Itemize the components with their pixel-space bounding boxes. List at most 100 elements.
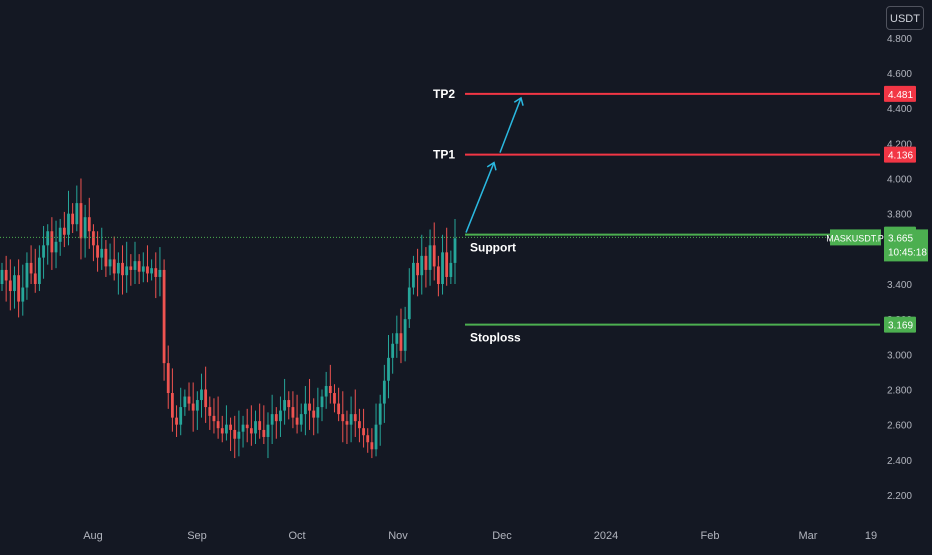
- candle-body: [208, 407, 212, 416]
- arrow-to-tp1: [465, 162, 495, 233]
- candle-body: [233, 429, 237, 439]
- candle-body: [374, 424, 378, 450]
- candle-body: [403, 319, 407, 351]
- levels: TP2 TP1 Support Stoploss: [0, 87, 880, 345]
- candle-body: [378, 403, 382, 425]
- candle-body: [92, 231, 95, 246]
- candle-body: [79, 203, 83, 239]
- candle-body: [291, 407, 295, 418]
- candle-body: [38, 257, 41, 284]
- level-label-stoploss: Stoploss: [470, 331, 521, 345]
- y-tick-label: 4.800: [887, 34, 912, 45]
- price-badge-tp2: [884, 85, 916, 102]
- last-price-text: 3.665: [888, 233, 913, 244]
- currency-unit-button[interactable]: USDT: [886, 6, 924, 30]
- candle-body: [387, 357, 390, 381]
- x-tick-label: Mar: [799, 530, 818, 542]
- candle-body: [303, 403, 307, 415]
- arrow-to-tp2-head: [513, 96, 524, 106]
- candle-body: [399, 333, 403, 351]
- y-tick-label: 2.400: [887, 456, 912, 467]
- y-tick-label: 2.600: [887, 421, 912, 432]
- candle-body: [75, 203, 79, 225]
- candle-body: [71, 213, 75, 225]
- candle-body: [116, 262, 120, 274]
- candle-body: [362, 428, 365, 436]
- candle-body: [328, 385, 332, 394]
- candle-body: [279, 410, 282, 422]
- candle-body: [0, 269, 4, 284]
- candle-body: [187, 396, 191, 404]
- candle-body: [229, 424, 232, 430]
- candle-body: [445, 252, 449, 277]
- candle-body: [96, 245, 99, 258]
- candle-body: [25, 262, 29, 288]
- price-badge-stoploss: [884, 316, 916, 333]
- candle-body: [42, 245, 45, 258]
- candle-body: [432, 245, 436, 267]
- candle-body: [150, 268, 154, 274]
- candle-body: [420, 255, 424, 276]
- candle-body: [254, 421, 257, 434]
- candle-body: [237, 431, 241, 439]
- price-badge-text: 3.169: [888, 321, 913, 332]
- x-tick-label: Oct: [288, 530, 305, 542]
- arrow-to-tp1-head: [486, 161, 497, 171]
- candle-body: [258, 421, 262, 430]
- candle-body: [349, 414, 353, 425]
- candle-body: [366, 435, 370, 443]
- candle-body: [316, 407, 320, 418]
- level-label-support: Support: [470, 241, 516, 255]
- candle-body: [133, 261, 137, 270]
- y-tick-label: 4.000: [887, 175, 912, 186]
- candle-body: [162, 269, 166, 364]
- x-tick-label: Nov: [388, 530, 408, 542]
- candle-body: [412, 262, 415, 288]
- candle-body: [262, 429, 266, 437]
- candle-body: [166, 363, 170, 394]
- last-price-badge: [884, 229, 928, 262]
- candle-body: [112, 259, 116, 274]
- candle-body: [33, 273, 37, 284]
- candle-body: [391, 343, 395, 358]
- candle-body: [8, 280, 12, 292]
- candle-body: [125, 266, 129, 276]
- candle-body: [324, 385, 328, 397]
- candle-body: [312, 410, 316, 418]
- candle-body: [299, 414, 303, 425]
- candle-body: [67, 213, 70, 235]
- candle-body: [308, 403, 311, 411]
- candle-body: [158, 269, 162, 277]
- candle-body: [395, 333, 399, 344]
- level-label-tp1: TP1: [433, 148, 455, 162]
- candle-body: [46, 231, 50, 246]
- candle-body: [100, 248, 104, 258]
- candle-body: [108, 259, 112, 267]
- countdown-text: 10:45:18: [888, 247, 927, 258]
- candle-body: [17, 275, 21, 302]
- candle-body: [382, 380, 386, 404]
- candle-body: [104, 248, 108, 267]
- x-axis: Aug Sep Oct Nov Dec 2024 Feb Mar 19: [83, 530, 877, 542]
- candle-body: [345, 421, 349, 425]
- candle-body: [212, 415, 216, 422]
- candles: [0, 178, 457, 459]
- candle-body: [146, 266, 149, 274]
- arrows: [465, 96, 524, 233]
- candle-body: [245, 424, 249, 429]
- y-tick-label: 2.200: [887, 491, 912, 502]
- candle-body: [83, 217, 87, 239]
- candle-body: [341, 414, 345, 422]
- candle-body: [216, 421, 220, 429]
- candle-body: [333, 393, 336, 404]
- candle-body: [407, 287, 411, 320]
- x-tick-label: Feb: [701, 530, 720, 542]
- candle-body: [358, 421, 361, 429]
- candle-body: [283, 400, 287, 411]
- y-tick-label: 3.800: [887, 210, 912, 221]
- candle-body: [320, 396, 324, 408]
- candle-body: [220, 428, 224, 434]
- arrow-to-tp2: [499, 97, 522, 153]
- candle-body: [21, 287, 25, 302]
